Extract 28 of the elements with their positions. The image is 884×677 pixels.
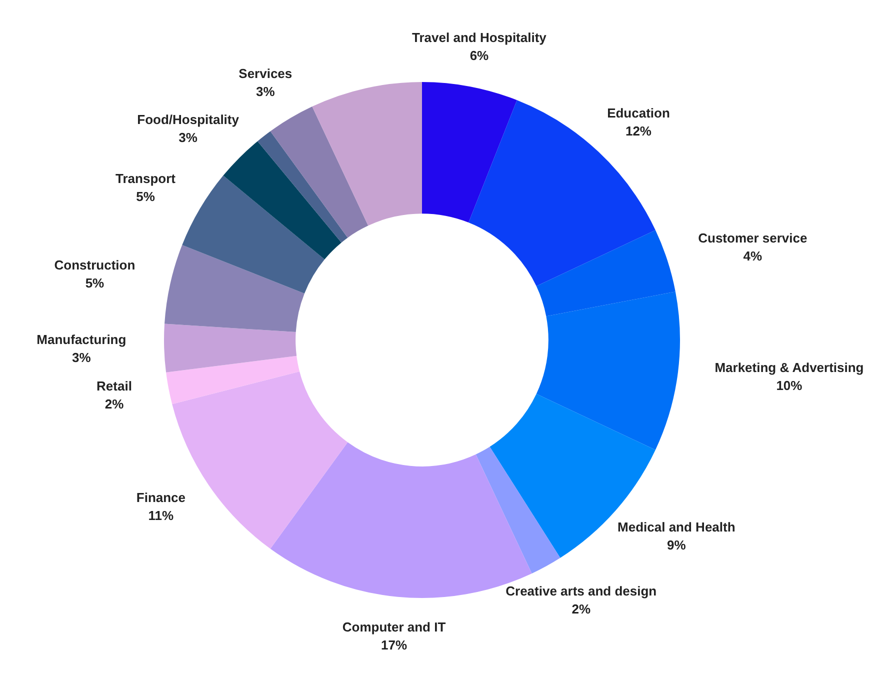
data-label: 2%	[572, 602, 591, 617]
data-label: 3%	[256, 84, 276, 100]
slice-label: Travel and Hospitality	[412, 30, 548, 45]
slice-label: Services	[238, 66, 292, 82]
slice-label: Transport	[116, 170, 176, 186]
data-label: 9%	[667, 538, 686, 553]
data-label: 17%	[381, 637, 408, 652]
slice-label: Food/Hospitality	[137, 112, 240, 127]
data-label: 11%	[148, 508, 174, 524]
data-label: 6%	[470, 48, 490, 63]
data-label: 10%	[776, 378, 803, 393]
slice-label: Customer service	[698, 230, 808, 246]
slice-label: Manufacturing	[36, 332, 126, 347]
data-label: 3%	[72, 350, 92, 365]
data-label: 5%	[85, 276, 105, 291]
slice-label: Medical and Health	[618, 520, 736, 535]
slice-label: Retail	[96, 378, 132, 394]
data-label: 2%	[104, 396, 124, 412]
data-label: 12%	[625, 123, 652, 138]
data-label: 5%	[136, 188, 156, 204]
slice-label: Marketing & Advertising	[714, 360, 864, 375]
slice-label: Education	[607, 105, 670, 120]
slice-label: Creative arts and design	[506, 584, 657, 599]
slice-label: Construction	[54, 258, 136, 273]
data-label: 4%	[743, 248, 763, 264]
slice-label: Finance	[136, 490, 186, 506]
data-label: 3%	[178, 130, 198, 145]
slice-label: Computer and IT	[342, 619, 446, 634]
